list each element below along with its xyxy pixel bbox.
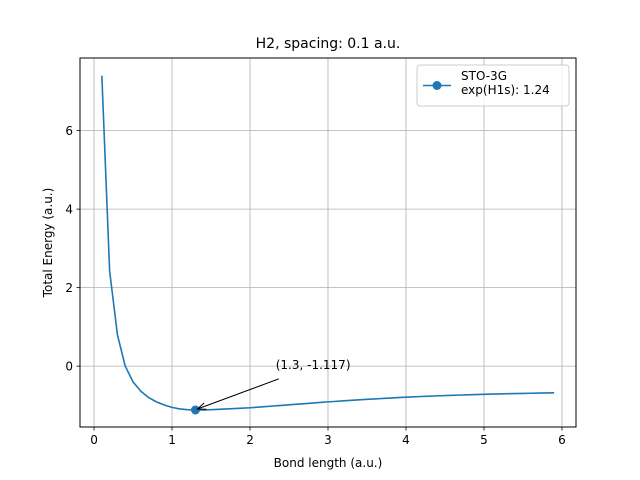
y-axis-label: Total Energy (a.u.): [41, 188, 55, 299]
y-tick-label: 4: [65, 203, 73, 217]
minimum-point: [190, 405, 200, 415]
y-tick-label: 0: [65, 360, 73, 374]
ticks: 0 1 2 3 4 5 6 0 2 4 6: [65, 124, 565, 447]
x-tick-label: 0: [90, 433, 98, 447]
x-tick-label: 5: [480, 433, 488, 447]
x-axis-label: Bond length (a.u.): [274, 456, 383, 470]
x-tick-label: 6: [558, 433, 566, 447]
chart-title: H2, spacing: 0.1 a.u.: [256, 36, 401, 52]
annotation-arrowhead: [196, 402, 207, 410]
x-tick-label: 4: [402, 433, 410, 447]
annotation: (1.3, -1.117): [196, 358, 351, 410]
legend-box: [416, 64, 570, 107]
series-layer: [101, 75, 555, 415]
x-tick-label: 3: [324, 433, 332, 447]
y-tick-label: 2: [65, 281, 73, 295]
legend-label: STO-3G: [461, 69, 507, 83]
annotation-arrow: [197, 378, 279, 410]
grid: [80, 58, 576, 427]
annotation-text: (1.3, -1.117): [276, 358, 351, 372]
x-tick-label: 1: [168, 433, 176, 447]
legend-label: exp(H1s): 1.24: [461, 83, 550, 97]
x-tick-label: 2: [246, 433, 254, 447]
legend-marker: [432, 81, 442, 90]
series-line: [101, 75, 555, 411]
y-tick-label: 6: [65, 124, 73, 138]
